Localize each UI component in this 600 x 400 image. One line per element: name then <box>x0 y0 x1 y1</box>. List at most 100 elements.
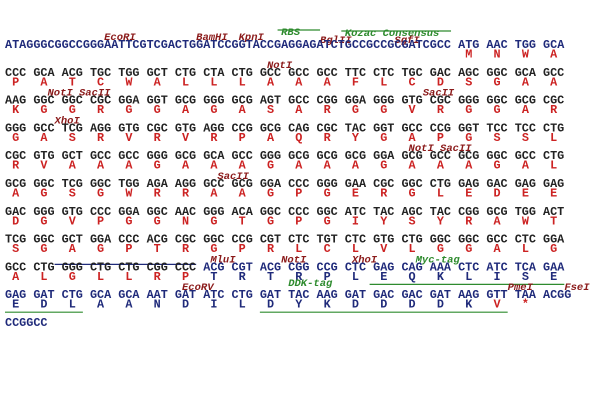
amino-acid: A <box>40 75 48 89</box>
amino-acid: I <box>494 270 501 284</box>
amino-acid: A <box>69 242 77 256</box>
amino-acid: V <box>40 159 48 173</box>
amino-acid: A <box>267 75 275 89</box>
amino-acid: A <box>40 131 48 145</box>
dna-sequence: TCG GGC GCT GGA CCC ACG CGC GGC CCG CGT … <box>5 233 565 247</box>
amino-acid: R <box>267 242 275 256</box>
amino-acid: S <box>267 103 274 117</box>
amino-acid: P <box>437 131 444 145</box>
amino-acid: L <box>69 298 76 312</box>
amino-acid: A <box>69 159 77 173</box>
amino-acid: L <box>465 270 472 284</box>
amino-acid: A <box>12 270 20 284</box>
amino-acid: T <box>267 270 274 284</box>
amino-acid: E <box>12 298 19 312</box>
amino-acid: E <box>550 187 557 201</box>
amino-acid: A <box>97 298 105 312</box>
amino-acid: D <box>409 298 416 312</box>
amino-acid: D <box>494 187 501 201</box>
amino-acid: R <box>182 187 190 201</box>
amino-acid: R <box>465 214 473 228</box>
amino-acid: E <box>380 270 387 284</box>
amino-acid: A <box>295 103 303 117</box>
amino-acid: G <box>267 187 274 201</box>
amino-acid: G <box>267 159 274 173</box>
amino-acid: A <box>494 242 502 256</box>
amino-acid: S <box>465 75 472 89</box>
feature-label: PmeI <box>508 282 534 294</box>
amino-acid: R <box>295 270 303 284</box>
amino-acid: K <box>465 298 473 312</box>
amino-acid: G <box>125 214 132 228</box>
amino-acid: A <box>125 298 133 312</box>
amino-acid: T <box>69 75 76 89</box>
feature-label: FseI <box>564 282 590 294</box>
amino-acid: R <box>380 187 388 201</box>
dna-sequence: ACG CGT ACG CGG CCG CTC GAG CAG AAA CTC … <box>203 260 565 274</box>
amino-acid: A <box>295 75 303 89</box>
feature-label: EcoRV <box>182 282 215 294</box>
amino-acid: G <box>154 103 161 117</box>
amino-acid: G <box>12 131 19 145</box>
amino-acid: G <box>267 214 274 228</box>
amino-acid: A <box>267 131 275 145</box>
amino-acid: W <box>522 48 530 62</box>
dna-sequence: AAG GGC GGC CGC GGA GGT GCG GGG GCG AGT … <box>5 94 564 108</box>
amino-acid: R <box>97 131 105 145</box>
amino-acid: S <box>69 187 76 201</box>
amino-acid: G <box>125 103 132 117</box>
amino-acid: L <box>239 298 246 312</box>
amino-acid: C <box>409 75 416 89</box>
amino-acid: G <box>324 187 331 201</box>
amino-acid: R <box>97 103 105 117</box>
amino-acid: A <box>182 103 190 117</box>
amino-acid: P <box>324 270 331 284</box>
amino-acid: R <box>154 270 162 284</box>
amino-acid: R <box>550 103 558 117</box>
amino-acid: A <box>125 159 133 173</box>
amino-acid: R <box>324 103 332 117</box>
amino-acid: D <box>380 298 387 312</box>
amino-acid: E <box>352 187 359 201</box>
amino-acid: * <box>522 298 529 312</box>
amino-acid: T <box>154 242 161 256</box>
feature-label: SacII <box>217 171 249 183</box>
dna-sequence: GAC GGG GTG CCC GGA GGC AAC GGG ACA GGC … <box>5 205 564 219</box>
amino-acid: A <box>437 159 445 173</box>
amino-acid: I <box>352 214 359 228</box>
amino-acid: G <box>210 242 217 256</box>
amino-acid: A <box>210 187 218 201</box>
amino-acid: D <box>437 75 444 89</box>
amino-acid: G <box>465 242 472 256</box>
feature-label: Kozac Consensus <box>345 28 440 40</box>
amino-acid: V <box>409 103 417 117</box>
amino-acid: L <box>352 270 359 284</box>
amino-acid: A <box>352 159 360 173</box>
feature-label: SacII <box>423 88 455 100</box>
amino-acid: A <box>550 48 558 62</box>
amino-acid: A <box>295 159 303 173</box>
amino-acid: D <box>40 298 47 312</box>
amino-acid: S <box>69 131 76 145</box>
amino-acid: A <box>494 214 502 228</box>
amino-acid: L <box>97 270 104 284</box>
amino-acid: L <box>409 242 416 256</box>
amino-acid: L <box>380 75 387 89</box>
amino-acid: A <box>522 103 530 117</box>
amino-acid: N <box>154 298 161 312</box>
amino-acid: A <box>522 75 530 89</box>
amino-acid: R <box>154 131 162 145</box>
amino-acid: G <box>465 131 472 145</box>
dna-sequence: ATG AAC TGG GCA <box>458 38 565 52</box>
amino-acid: V <box>380 242 388 256</box>
feature-label: Myc-tag <box>415 254 461 266</box>
amino-acid: K <box>12 103 20 117</box>
amino-acid: G <box>40 103 47 117</box>
amino-acid: G <box>97 242 104 256</box>
amino-acid: A <box>324 75 332 89</box>
feature-label: NotI <box>267 60 293 72</box>
amino-acid: A <box>210 159 218 173</box>
amino-acid: A <box>239 103 247 117</box>
amino-acid: D <box>267 298 274 312</box>
